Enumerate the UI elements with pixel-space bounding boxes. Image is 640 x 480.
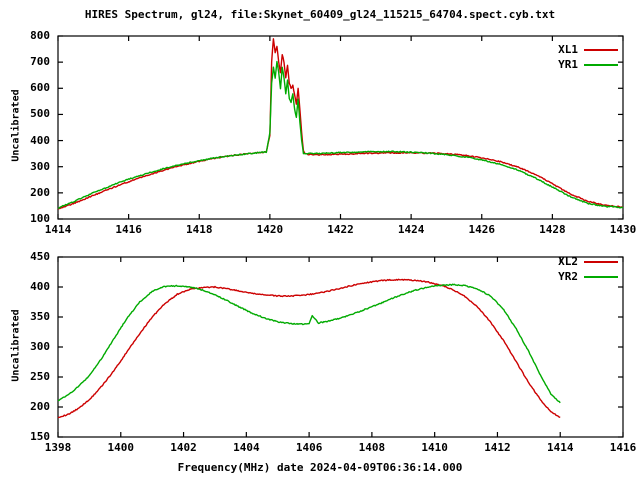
legend-item[interactable]: XL1 — [558, 42, 618, 57]
x-axis-label: Frequency(MHz) date 2024-04-09T06:36:14.… — [177, 461, 463, 474]
y-axis-label-top: Uncalibrated — [10, 89, 22, 162]
x-tick-label: 1414 — [546, 441, 574, 454]
y-tick-label: 150 — [30, 430, 50, 443]
series-line-YR2 — [57, 283, 561, 404]
legend-color-swatch — [584, 275, 618, 278]
x-tick-label: 1428 — [539, 223, 566, 236]
x-tick-label: 1400 — [107, 441, 135, 454]
x-tick-label: 1426 — [468, 223, 496, 236]
legend-item[interactable]: YR2 — [558, 269, 618, 284]
x-tick-label: 1416 — [609, 441, 637, 454]
x-tick-label: 1422 — [327, 223, 354, 236]
legend-label: XL1 — [558, 43, 578, 56]
chart-panel-bottom — [0, 240, 640, 460]
legend-item[interactable]: XL2 — [558, 254, 618, 269]
y-tick-label: 400 — [30, 133, 50, 147]
y-tick-label: 350 — [30, 310, 50, 323]
y-tick-label: 600 — [30, 81, 50, 95]
page-title: HIRES Spectrum, gl24, file:Skynet_60409_… — [84, 8, 556, 21]
y-tick-label: 200 — [30, 185, 50, 199]
x-tick-label: 1416 — [115, 223, 142, 236]
y-tick-label: 500 — [30, 107, 50, 121]
x-tick-label: 1414 — [44, 223, 72, 236]
y-tick-label: 400 — [30, 280, 50, 293]
legend-color-swatch — [584, 260, 618, 263]
series-line-YR1 — [57, 60, 624, 210]
y-tick-label: 700 — [30, 55, 50, 69]
x-tick-label: 1408 — [358, 441, 386, 454]
y-tick-label: 200 — [30, 400, 50, 413]
x-tick-label: 1418 — [186, 223, 213, 236]
x-tick-label: 1406 — [295, 441, 323, 454]
series-line-XL2 — [57, 278, 561, 419]
y-tick-label: 450 — [30, 250, 50, 263]
x-tick-label: 1424 — [397, 223, 425, 236]
legend-label: YR1 — [558, 58, 578, 71]
y-tick-label: 100 — [30, 212, 50, 225]
y-tick-label: 800 — [30, 29, 50, 42]
legend-label: YR2 — [558, 270, 578, 283]
chart-panel-top — [0, 0, 640, 236]
legend-color-swatch — [584, 48, 618, 51]
legend-label: XL2 — [558, 255, 578, 268]
x-tick-label: 1398 — [44, 441, 72, 454]
y-tick-label: 300 — [30, 340, 50, 353]
chart-canvas-top — [57, 35, 624, 220]
y-tick-label: 300 — [30, 159, 50, 173]
legend-color-swatch — [584, 63, 618, 66]
legend-top: XL1 YR1 — [558, 42, 618, 72]
x-tick-label: 1402 — [170, 441, 197, 454]
x-tick-label: 1430 — [609, 223, 637, 236]
x-tick-label: 1420 — [256, 223, 284, 236]
y-tick-label: 250 — [30, 370, 50, 383]
x-tick-label: 1412 — [484, 441, 511, 454]
x-tick-label: 1404 — [233, 441, 260, 454]
chart-canvas-bottom — [57, 256, 624, 438]
x-tick-label: 1410 — [421, 441, 448, 454]
legend-bottom: XL2 YR2 — [558, 254, 618, 284]
series-line-XL1 — [57, 38, 624, 210]
legend-item[interactable]: YR1 — [558, 57, 618, 72]
